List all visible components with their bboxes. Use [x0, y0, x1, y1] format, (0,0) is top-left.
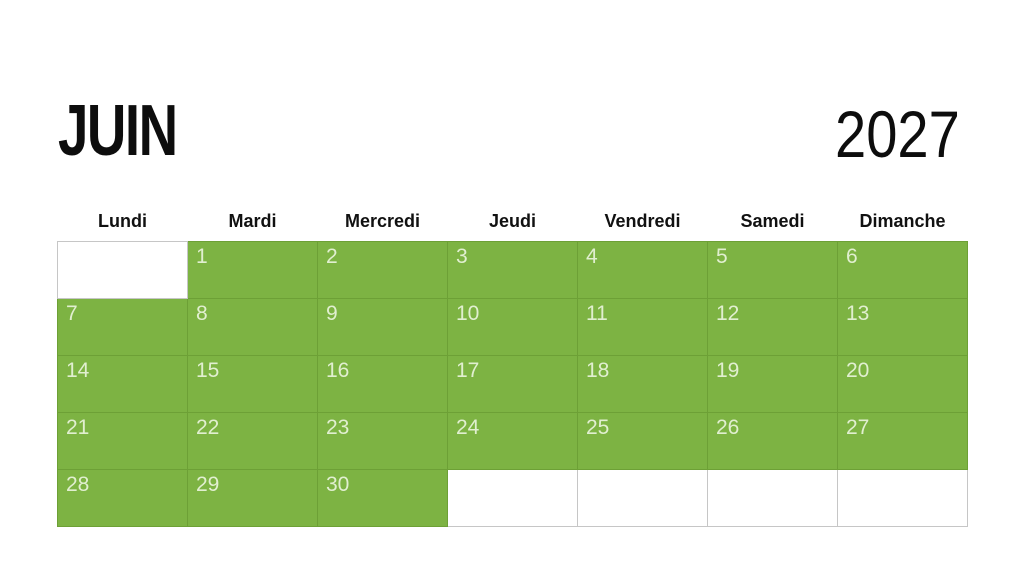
day-number: 26 — [716, 416, 740, 439]
day-number: 2 — [326, 245, 338, 268]
day-cell — [837, 469, 968, 527]
day-cell: 16 — [317, 355, 448, 413]
day-number: 28 — [66, 473, 90, 496]
day-number: 6 — [846, 245, 858, 268]
day-number: 18 — [586, 359, 610, 382]
day-cell: 2 — [317, 241, 448, 299]
week-row: 7 8 9 10 11 12 13 — [57, 298, 968, 356]
day-cell: 18 — [577, 355, 708, 413]
day-number: 4 — [586, 245, 598, 268]
day-cell: 22 — [187, 412, 318, 470]
day-cell: 23 — [317, 412, 448, 470]
day-number: 5 — [716, 245, 728, 268]
day-number: 23 — [326, 416, 350, 439]
day-number: 11 — [586, 302, 608, 325]
weekday-header-dimanche: Dimanche — [859, 211, 946, 231]
day-cell: 17 — [447, 355, 578, 413]
day-cell: 8 — [187, 298, 318, 356]
weekday-header-lundi: Lundi — [98, 211, 147, 231]
day-cell: 5 — [707, 241, 838, 299]
day-cell: 28 — [57, 469, 188, 527]
day-number: 1 — [196, 245, 208, 268]
week-row: 14 15 16 17 18 19 20 — [57, 355, 968, 413]
day-number: 19 — [716, 359, 740, 382]
day-number: 16 — [326, 359, 350, 382]
calendar-grid: Lundi Mardi Mercredi Jeudi Vendredi Same… — [57, 196, 968, 527]
day-cell: 21 — [57, 412, 188, 470]
weekday-header-vendredi: Vendredi — [604, 211, 681, 231]
day-number: 25 — [586, 416, 610, 439]
month-title: JUIN — [58, 91, 178, 171]
weekday-header-row: Lundi Mardi Mercredi Jeudi Vendredi Same… — [58, 196, 968, 242]
day-number: 24 — [456, 416, 480, 439]
week-row: 21 22 23 24 25 26 27 — [57, 412, 968, 470]
day-number: 22 — [196, 416, 220, 439]
day-cell: 20 — [837, 355, 968, 413]
day-cell — [707, 469, 838, 527]
weekday-header-mardi: Mardi — [228, 211, 277, 231]
year-title: 2027 — [835, 97, 960, 171]
day-cell: 7 — [57, 298, 188, 356]
day-cell: 27 — [837, 412, 968, 470]
day-cell: 6 — [837, 241, 968, 299]
day-number: 21 — [66, 416, 90, 439]
day-cell: 13 — [837, 298, 968, 356]
day-number: 17 — [456, 359, 480, 382]
week-row: 1 2 3 4 5 6 — [57, 241, 968, 299]
day-cell: 12 — [707, 298, 838, 356]
day-cell: 30 — [317, 469, 448, 527]
day-cell: 15 — [187, 355, 318, 413]
day-number: 13 — [846, 302, 870, 325]
day-number: 20 — [846, 359, 870, 382]
day-cell — [577, 469, 708, 527]
day-number: 29 — [196, 473, 220, 496]
week-row: 28 29 30 — [57, 469, 968, 527]
day-cell: 4 — [577, 241, 708, 299]
day-number: 3 — [456, 245, 468, 268]
day-number: 10 — [456, 302, 480, 325]
day-cell: 3 — [447, 241, 578, 299]
day-cell — [57, 241, 188, 299]
day-number: 30 — [326, 473, 350, 496]
day-number: 7 — [66, 302, 78, 325]
day-cell: 29 — [187, 469, 318, 527]
day-cell: 26 — [707, 412, 838, 470]
day-cell: 25 — [577, 412, 708, 470]
day-cell: 9 — [317, 298, 448, 356]
day-number: 8 — [196, 302, 208, 325]
day-cell: 10 — [447, 298, 578, 356]
weekday-header-mercredi: Mercredi — [344, 211, 421, 231]
day-cell: 1 — [187, 241, 318, 299]
weekday-header-samedi: Samedi — [740, 211, 805, 231]
weekday-header-jeudi: Jeudi — [488, 211, 536, 231]
day-number: 9 — [326, 302, 338, 325]
day-cell: 11 — [577, 298, 708, 356]
day-number: 15 — [196, 359, 220, 382]
day-number: 27 — [846, 416, 870, 439]
day-cell: 19 — [707, 355, 838, 413]
day-number: 14 — [66, 359, 90, 382]
day-number: 12 — [716, 302, 740, 325]
day-cell: 24 — [447, 412, 578, 470]
day-cell — [447, 469, 578, 527]
day-cell: 14 — [57, 355, 188, 413]
